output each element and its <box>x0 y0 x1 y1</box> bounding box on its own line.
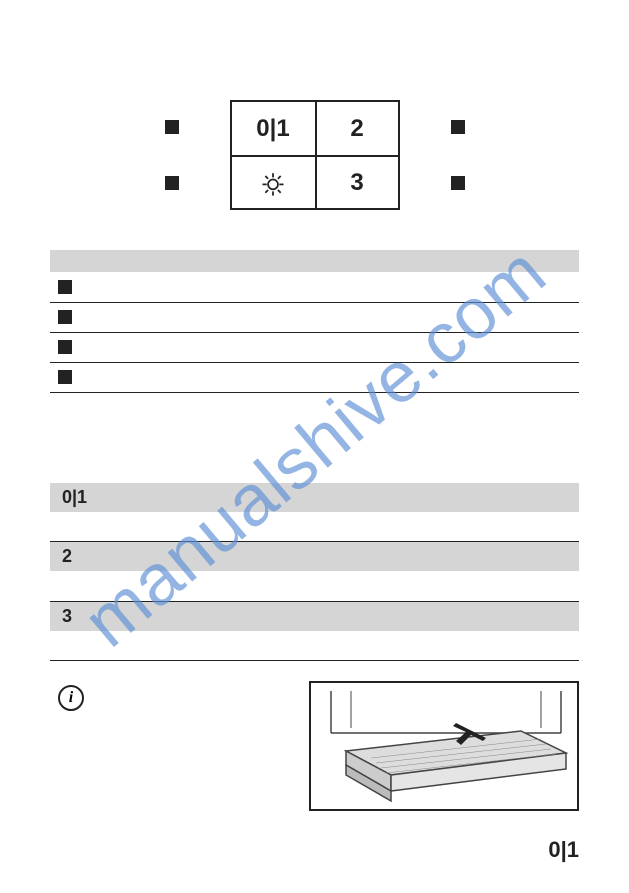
panel-cell-speed3: 3 <box>315 155 400 210</box>
square-icon <box>58 370 72 384</box>
table1-header <box>50 250 579 272</box>
table1-row-4 <box>50 362 579 392</box>
function-table: 0|1 2 3 <box>50 483 579 662</box>
table2-row-3-label: 3 <box>50 601 579 631</box>
info-section: i <box>50 681 579 811</box>
table2-row-01-label: 0|1 <box>50 483 579 512</box>
marker-square-2 <box>451 120 465 134</box>
marker-square-3 <box>165 176 179 190</box>
marker-square-4 <box>451 176 465 190</box>
table1-row-2 <box>50 302 579 332</box>
square-icon <box>58 310 72 324</box>
square-icon <box>58 340 72 354</box>
panel-cell-speed2: 2 <box>315 100 400 155</box>
table2-row-01-desc <box>50 512 579 542</box>
panel-cell-power: 0|1 <box>230 100 315 155</box>
hood-illustration <box>309 681 579 811</box>
table1-row-3 <box>50 332 579 362</box>
table1-row-1 <box>50 272 579 302</box>
table2-row-2-label: 2 <box>50 542 579 572</box>
light-bulb-icon <box>259 169 287 197</box>
panel-cell-light <box>230 155 315 210</box>
info-icon: i <box>58 685 84 711</box>
footer-power-symbol: 0|1 <box>548 837 579 863</box>
marker-square-1 <box>165 120 179 134</box>
table2-row-3-desc <box>50 631 579 661</box>
symbol-legend-table <box>50 250 579 393</box>
square-icon <box>58 280 72 294</box>
control-panel-diagram: 0|1 2 3 <box>175 100 455 210</box>
table2-row-2-desc <box>50 571 579 601</box>
